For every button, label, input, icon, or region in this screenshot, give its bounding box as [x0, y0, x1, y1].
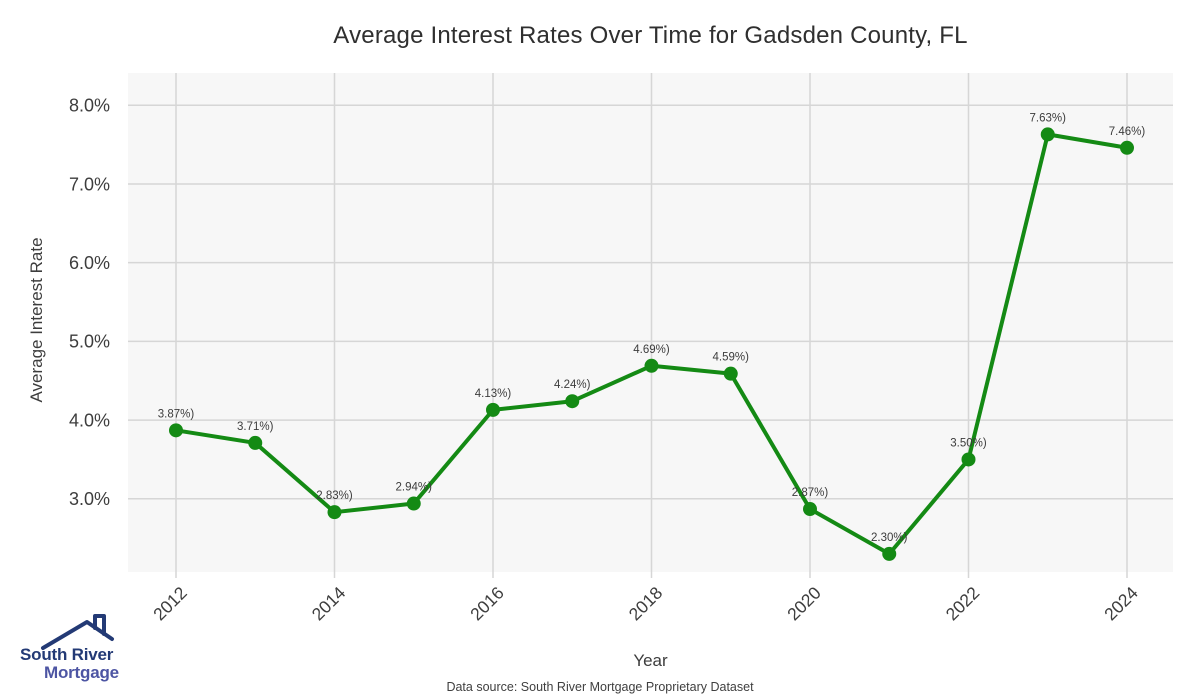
house-roof-icon: [41, 614, 114, 650]
data-point: [169, 423, 183, 438]
logo-text-mortgage: Mortgage: [44, 663, 119, 682]
data-point: [406, 496, 421, 511]
data-point-label: 3.50%): [950, 437, 987, 449]
x-tick-label: 2018: [625, 583, 667, 625]
data-point-label: 2.83%): [316, 490, 353, 502]
x-tick-label: 2014: [308, 583, 350, 625]
y-tick-label: 5.0%: [69, 332, 110, 352]
chart-title: Average Interest Rates Over Time for Gad…: [333, 22, 968, 49]
data-point: [644, 358, 659, 373]
y-tick-label: 7.0%: [69, 174, 110, 194]
chimney-line: [93, 614, 106, 636]
data-point: [961, 452, 976, 467]
data-point-label: 2.94%): [396, 482, 433, 494]
data-point-label: 4.24%): [554, 379, 591, 391]
data-point-label: 2.30%): [871, 532, 908, 544]
y-tick-label: 8.0%: [69, 96, 110, 116]
data-point: [723, 366, 738, 381]
plot-background: [128, 73, 1173, 572]
x-tick-label: 2020: [783, 583, 825, 625]
data-point-label: 4.59%): [713, 352, 750, 364]
data-point-label: 7.63%): [1030, 112, 1067, 124]
data-point-label: 3.71%): [237, 421, 274, 433]
y-tick-label: 4.0%: [69, 410, 110, 430]
data-point: [882, 546, 897, 561]
data-point: [248, 435, 263, 450]
x-tick-label: 2012: [149, 583, 191, 625]
data-point-label: 2.87%): [792, 487, 829, 499]
data-point-label: 3.87%): [158, 408, 195, 420]
x-tick-label: 2022: [942, 583, 984, 625]
company-logo: South River Mortgage: [20, 606, 120, 682]
y-tick-label: 6.0%: [69, 253, 110, 273]
plot-area: 3.0% 4.0% 5.0% 6.0% 7.0% 8.0% 2012 2014 2016 2018…: [69, 73, 1173, 624]
data-point: [486, 402, 500, 417]
data-point-label: 7.46%): [1109, 126, 1146, 138]
data-source-note: Data source: South River Mortgage Propri…: [446, 680, 754, 694]
x-tick-label: 2024: [1100, 583, 1142, 625]
x-axis-title: Year: [633, 651, 668, 670]
data-point: [1120, 140, 1134, 155]
data-point: [803, 502, 817, 517]
x-tick-label: 2016: [466, 583, 508, 625]
y-axis-title: Average Interest Rate: [27, 237, 46, 403]
data-point: [565, 394, 580, 409]
logo-text-south-river: South River: [20, 645, 114, 664]
y-tick-label: 3.0%: [69, 489, 110, 509]
data-point-label: 4.13%): [475, 388, 512, 400]
data-point: [327, 505, 342, 520]
data-point-label: 4.69%): [633, 344, 670, 356]
data-point: [1040, 127, 1055, 142]
line-chart: 3.0% 4.0% 5.0% 6.0% 7.0% 8.0% 2012 2014 2016 2018…: [69, 73, 1173, 624]
